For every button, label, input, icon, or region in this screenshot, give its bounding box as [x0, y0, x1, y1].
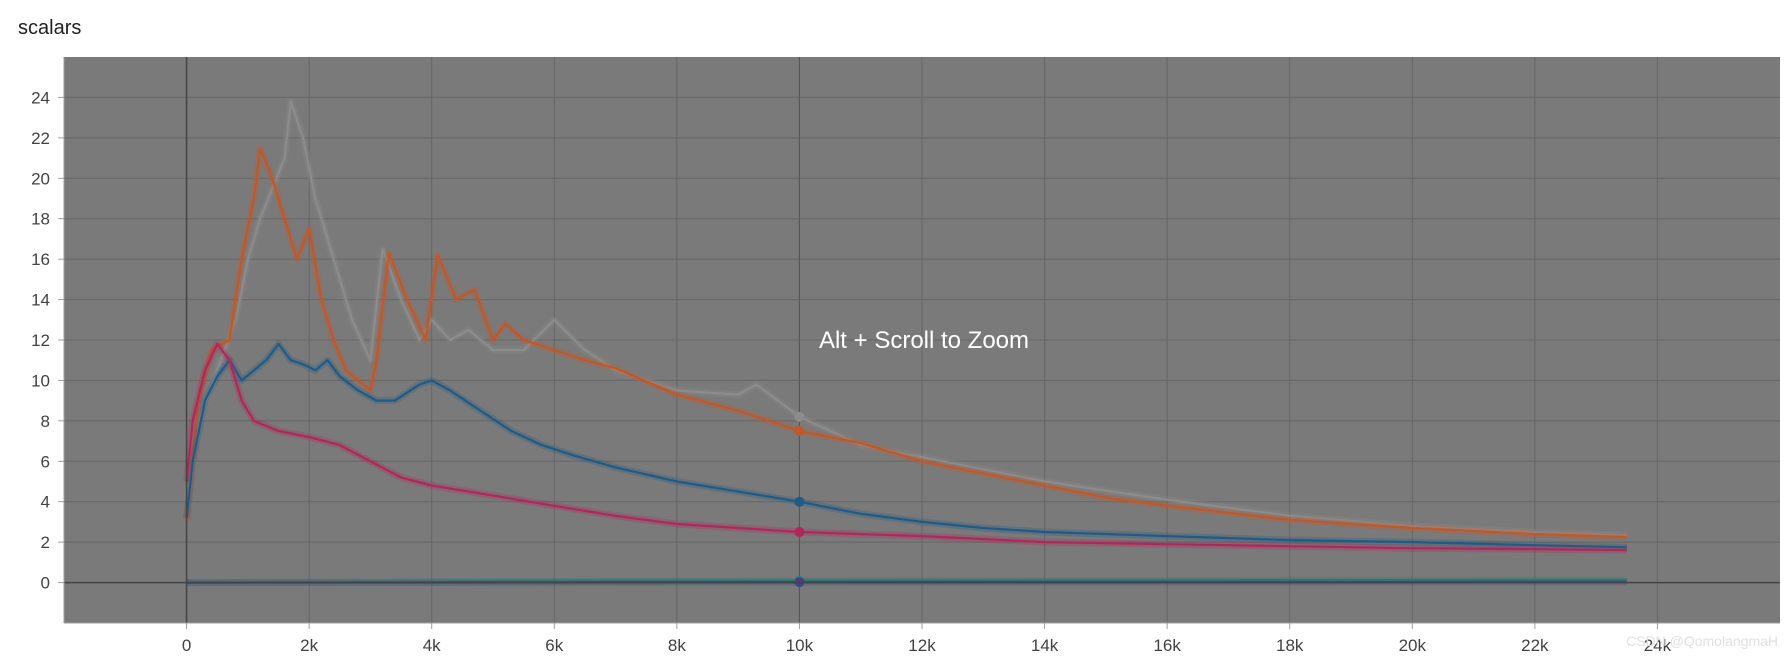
series-hover-point-3	[794, 527, 805, 538]
x-tick-label: 2k	[300, 636, 318, 655]
y-tick-label: 2	[41, 533, 50, 552]
x-tick-label: 6k	[545, 636, 563, 655]
x-tick-label: 4k	[423, 636, 441, 655]
series-line-1	[185, 146, 1627, 539]
x-tick-label: 24k	[1644, 636, 1672, 655]
zoom-hint-message: Alt + Scroll to Zoom	[819, 327, 1029, 354]
series-lines	[183, 98, 1627, 588]
panel-title: scalars	[18, 17, 82, 39]
x-tick-label: 16k	[1153, 636, 1181, 655]
x-tick-label: 22k	[1521, 636, 1549, 655]
x-tick-label: 8k	[668, 636, 686, 655]
x-tick-label: 18k	[1276, 636, 1304, 655]
y-tick-label: 4	[41, 493, 50, 512]
y-tick-label: 14	[31, 291, 50, 310]
x-tick-labels: 0 2k 4k 6k 8k 10k 12k 14k 16k 18k 20k 22k 24k	[182, 623, 1672, 655]
x-tick-label: 14k	[1031, 636, 1059, 655]
y-tick-label: 6	[41, 452, 50, 471]
y-tick-label: 16	[31, 250, 50, 269]
y-tick-label: 24	[31, 88, 50, 107]
series-hover-point-1	[794, 425, 805, 436]
y-tick-label: 0	[41, 574, 50, 593]
x-tick-label: 12k	[908, 636, 936, 655]
x-tick-label: 10k	[786, 636, 814, 655]
watermark-text: CSDN @QomolangmaH	[1626, 633, 1778, 649]
series-line-2	[185, 342, 1627, 549]
series-line-3	[185, 342, 1627, 552]
y-tick-label: 20	[31, 169, 50, 188]
y-tick-label: 22	[31, 129, 50, 148]
y-tick-label: 12	[31, 331, 50, 350]
y-tick-label: 8	[41, 412, 50, 431]
x-tick-label: 0	[182, 636, 191, 655]
series-hover-point-0	[794, 411, 805, 422]
y-tick-label: 18	[31, 210, 50, 229]
series-hover-point-2	[794, 496, 805, 507]
y-tick-label: 10	[31, 371, 50, 390]
x-tick-label: 20k	[1399, 636, 1427, 655]
